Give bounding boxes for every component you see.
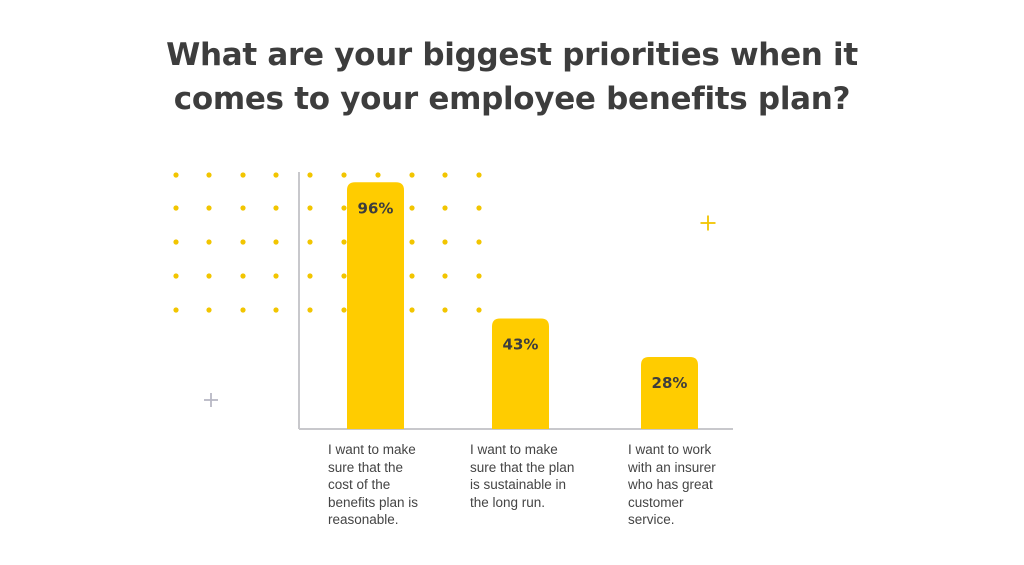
- dot-0-5: [341, 172, 347, 178]
- dot-4-0: [173, 307, 179, 313]
- dot-1-3: [273, 205, 279, 211]
- dot-2-9: [476, 239, 482, 245]
- plus-yellow-icon: [700, 215, 716, 231]
- dot-2-7: [409, 239, 415, 245]
- category-label-line: reasonable.: [328, 512, 399, 527]
- title-line-1: What are your biggest priorities when it: [166, 37, 858, 73]
- value-label-1: 96%: [358, 199, 394, 217]
- dot-4-4: [307, 307, 313, 313]
- dot-4-1: [206, 307, 212, 313]
- dot-4-9: [476, 307, 482, 313]
- dot-4-7: [409, 307, 415, 313]
- category-label-line: service.: [628, 512, 675, 527]
- dot-1-2: [240, 205, 246, 211]
- dot-2-2: [240, 239, 246, 245]
- dot-4-5: [341, 307, 347, 313]
- dot-0-3: [273, 172, 279, 178]
- category-label-line: I want to make: [470, 442, 558, 457]
- title-line-2: comes to your employee benefits plan?: [173, 81, 851, 117]
- plus-gray-icon: [204, 393, 218, 407]
- dot-3-3: [273, 273, 279, 279]
- category-label-line: benefits plan is: [328, 494, 419, 510]
- category-label-line: cost of the: [328, 477, 391, 492]
- dot-1-5: [341, 205, 347, 211]
- category-label-line: I want to work: [628, 442, 712, 457]
- dot-3-0: [173, 273, 179, 279]
- dot-pattern: [173, 172, 482, 313]
- dot-0-8: [442, 172, 448, 178]
- category-label-line: with an insurer: [628, 459, 716, 475]
- value-label-2: 43%: [503, 335, 539, 353]
- category-label-line: I want to make: [328, 442, 416, 457]
- category-label-line: is sustainable in: [470, 477, 567, 492]
- dot-2-0: [173, 239, 179, 245]
- dot-3-9: [476, 273, 482, 279]
- value-labels: 96% 43% 28%: [358, 199, 688, 392]
- dot-2-4: [307, 239, 313, 245]
- dot-0-1: [206, 172, 212, 178]
- dot-1-9: [476, 205, 482, 211]
- value-label-3: 28%: [652, 374, 688, 392]
- dot-0-9: [476, 172, 482, 178]
- dot-0-4: [307, 172, 313, 178]
- decorations: [204, 215, 716, 407]
- category-label-line: the long run.: [470, 494, 546, 510]
- category-label-3: I want to work with an insurer who has gre…: [628, 441, 748, 529]
- bar-3: [641, 357, 698, 429]
- dot-1-0: [173, 205, 179, 211]
- bar-1: [347, 182, 404, 429]
- bars: [347, 182, 698, 429]
- chart-title: What are your biggest priorities when it…: [0, 33, 1024, 121]
- dot-4-2: [240, 307, 246, 313]
- dot-3-4: [307, 273, 313, 279]
- dot-0-0: [173, 172, 179, 178]
- dot-0-2: [240, 172, 246, 178]
- dot-3-5: [341, 273, 347, 279]
- dot-2-8: [442, 239, 448, 245]
- dot-4-3: [273, 307, 279, 313]
- category-label-line: who has great: [628, 477, 713, 492]
- dot-4-8: [442, 307, 448, 313]
- category-label-2: I want to make sure that the plan is susta…: [470, 441, 590, 511]
- category-label-1: I want to make sure that the cost of the be…: [328, 441, 448, 529]
- dot-1-1: [206, 205, 212, 211]
- dot-2-5: [341, 239, 347, 245]
- dot-1-7: [409, 205, 415, 211]
- category-label-line: customer: [628, 494, 684, 510]
- bar-2: [492, 318, 549, 429]
- dot-2-3: [273, 239, 279, 245]
- dot-0-7: [409, 172, 415, 178]
- dot-3-1: [206, 273, 212, 279]
- dot-1-4: [307, 205, 313, 211]
- dot-2-1: [206, 239, 212, 245]
- category-label-line: sure that the plan: [470, 459, 575, 475]
- category-label-line: sure that the: [328, 459, 404, 475]
- dot-3-7: [409, 273, 415, 279]
- dot-3-2: [240, 273, 246, 279]
- dot-0-6: [375, 172, 381, 178]
- dot-3-8: [442, 273, 448, 279]
- dot-1-8: [442, 205, 448, 211]
